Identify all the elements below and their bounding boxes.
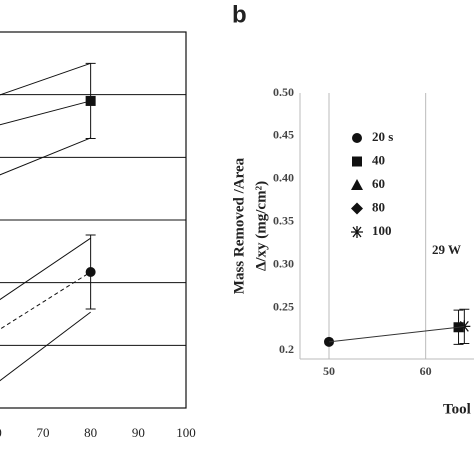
series-line bbox=[0, 100, 91, 126]
legend-marker bbox=[351, 202, 363, 215]
panel-label: b bbox=[232, 1, 247, 28]
y-tick-label: 0.40 bbox=[273, 171, 294, 185]
y-tick-label: 0.50 bbox=[273, 85, 294, 99]
y-tick-label: 0.25 bbox=[273, 299, 294, 313]
y-axis-label: Δ/xy (mg/cm²) bbox=[253, 181, 269, 271]
x-tick-label: 60 bbox=[0, 425, 2, 440]
legend-marker bbox=[352, 156, 362, 167]
x-tick-label: 100 bbox=[176, 425, 196, 440]
series-line bbox=[0, 271, 91, 330]
legend-marker bbox=[352, 133, 362, 143]
y-tick-label: 0.2 bbox=[279, 342, 294, 356]
x-tick-label: 60 bbox=[420, 364, 432, 378]
legend-label: 100 bbox=[372, 223, 392, 238]
y-tick-label: 0.45 bbox=[273, 128, 294, 142]
series-line bbox=[0, 311, 91, 382]
series-line bbox=[0, 137, 91, 176]
connector-line bbox=[328, 325, 465, 343]
series-line bbox=[0, 237, 91, 301]
x-tick-label: 50 bbox=[323, 364, 335, 378]
series-line bbox=[0, 62, 91, 96]
legend-label: 20 s bbox=[372, 129, 393, 144]
legend-marker bbox=[351, 179, 363, 190]
y-tick-label: 0.35 bbox=[273, 213, 294, 227]
y-tick-label: 0.30 bbox=[273, 256, 294, 270]
x-tick-label: 70 bbox=[36, 425, 49, 440]
x-axis-label: Tool bbox=[443, 401, 471, 417]
y-axis-label: Mass Removed /Area bbox=[231, 157, 247, 294]
legend-label: 40 bbox=[372, 152, 385, 167]
annotation: 29 W bbox=[432, 242, 461, 257]
x-tick-label: 90 bbox=[132, 425, 145, 440]
legend-label: 60 bbox=[372, 176, 385, 191]
x-tick-label: 80 bbox=[84, 425, 97, 440]
legend-label: 80 bbox=[372, 199, 385, 214]
legend-marker bbox=[351, 226, 363, 238]
